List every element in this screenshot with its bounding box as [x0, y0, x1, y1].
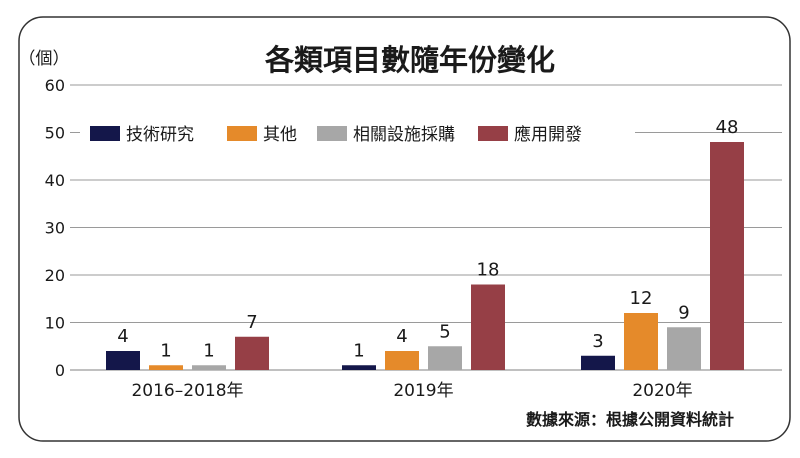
category-label-2: 2020年	[632, 381, 692, 401]
y-tick-label: 30	[45, 219, 65, 238]
legend-label-1: 其他	[263, 125, 297, 145]
y-tick-label: 50	[45, 124, 65, 143]
value-label-1-2: 5	[439, 321, 450, 342]
bar-0-2	[192, 365, 226, 370]
legend-swatch-0	[90, 126, 120, 141]
legend-swatch-1	[227, 126, 257, 141]
y-tick-label: 40	[45, 171, 65, 190]
category-label-0: 2016–2018年	[131, 381, 243, 401]
value-label-1-1: 4	[396, 326, 407, 347]
value-label-1-0: 1	[353, 340, 364, 361]
legend-swatch-3	[478, 126, 508, 141]
x-axis-labels: 2016–2018年 2019年 2020年	[131, 381, 692, 401]
bar-0-1	[149, 365, 183, 370]
value-label-2-0: 3	[592, 331, 603, 352]
value-label-2-1: 12	[630, 288, 653, 309]
value-label-2-2: 9	[678, 302, 689, 323]
source-note: 數據來源：根據公開資料統計	[526, 410, 734, 429]
frame-border	[18, 16, 791, 442]
chart-title: 各類項目數隨年份變化	[264, 43, 555, 77]
value-label-1-3: 18	[477, 260, 500, 281]
value-label-0-3: 7	[246, 312, 257, 333]
bar-2-1	[624, 313, 658, 370]
y-tick-label: 20	[45, 266, 65, 285]
legend-swatch-2	[317, 126, 347, 141]
legend-label-0: 技術研究	[126, 125, 194, 145]
bar-0-3	[235, 336, 269, 370]
value-label-0-2: 1	[203, 340, 214, 361]
y-tick-label: 10	[45, 314, 65, 333]
bar-0-0	[106, 351, 140, 370]
category-label-1: 2019年	[393, 381, 453, 401]
bar-2-2	[667, 327, 701, 370]
data-labels: 4 1 1 7 1 4 5 18 3 12 9 48	[117, 117, 738, 361]
bar-1-3	[471, 284, 505, 370]
value-label-0-0: 4	[117, 326, 128, 347]
bars	[106, 142, 744, 370]
bar-2-3	[710, 142, 744, 370]
y-tick-label: 60	[45, 76, 65, 95]
legend: 技術研究 其他 相關設施採購 應用開發	[80, 117, 635, 150]
legend-label-2: 相關設施採購	[353, 125, 455, 145]
legend-label-3: 應用開發	[514, 124, 582, 145]
bar-1-0	[342, 365, 376, 370]
y-tick-label: 0	[55, 361, 65, 380]
value-label-2-3: 48	[716, 117, 739, 138]
bar-1-1	[385, 351, 419, 370]
y-axis-ticks: 0 10 20 30 40 50 60	[45, 76, 65, 380]
bar-1-2	[428, 346, 462, 370]
bar-2-0	[581, 355, 615, 370]
value-label-0-1: 1	[160, 340, 171, 361]
legend-background	[80, 117, 635, 150]
y-unit-label: （個）	[19, 49, 70, 69]
